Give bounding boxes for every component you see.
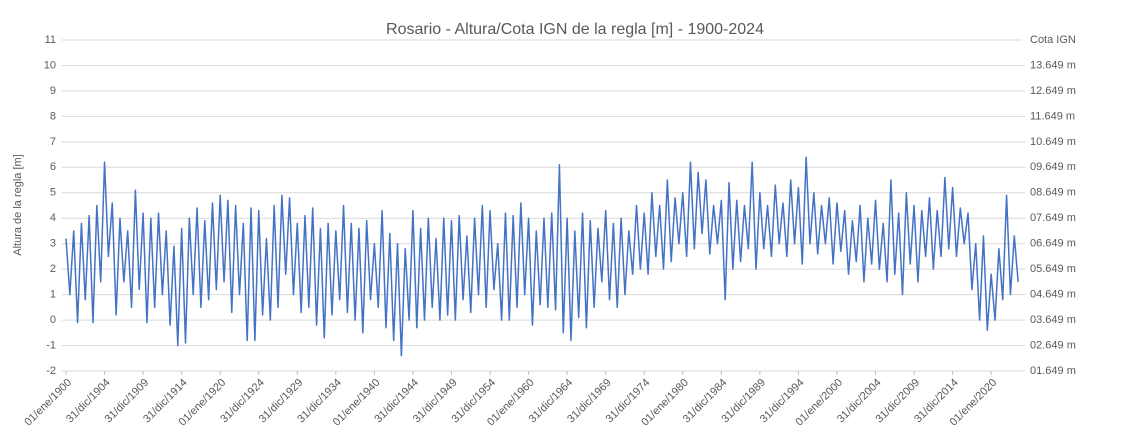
data-line (65, 156, 1019, 357)
y2-tick-label: 09.649 m (1030, 161, 1076, 173)
y-tick-label: -1 (46, 339, 56, 351)
y2-tick-label: 11.649 m (1030, 110, 1075, 122)
y-tick-label: 3 (50, 238, 56, 250)
y-tick-label: 10 (44, 59, 56, 71)
y2-tick-label: 10.649 m (1030, 136, 1076, 148)
y-tick-label: 2 (50, 263, 56, 275)
y-tick-label: 0 (50, 314, 56, 326)
y-tick-label: 8 (50, 110, 56, 122)
y-axis-title: Altura de la regla [m] (12, 154, 24, 256)
y2-axis-title: Cota IGN (1030, 34, 1076, 46)
y2-tick-label: 05.649 m (1030, 263, 1076, 275)
y-tick-label: 1 (50, 289, 56, 301)
y2-tick-label: 13.649 m (1030, 59, 1076, 71)
y2-tick-label: 08.649 m (1030, 187, 1076, 199)
y2-tick-label: 02.649 m (1030, 339, 1076, 351)
y2-tick-label: 04.649 m (1030, 289, 1076, 301)
y-tick-label: 7 (50, 136, 56, 148)
chart-title: Rosario - Altura/Cota IGN de la regla [m… (386, 21, 764, 38)
y2-tick-label: 03.649 m (1030, 314, 1076, 326)
y2-tick-label: 12.649 m (1030, 85, 1076, 97)
y-tick-label: 5 (50, 187, 56, 199)
y-tick-label: 6 (50, 161, 56, 173)
y-tick-label: 11 (45, 34, 56, 46)
y-tick-label: 9 (50, 85, 56, 97)
y-tick-label: 4 (50, 212, 56, 224)
y2-tick-label: 07.649 m (1030, 212, 1076, 224)
y2-tick-label: 01.649 m (1030, 365, 1076, 377)
y-tick-label: -2 (46, 365, 56, 377)
y2-tick-label: 06.649 m (1030, 238, 1076, 250)
